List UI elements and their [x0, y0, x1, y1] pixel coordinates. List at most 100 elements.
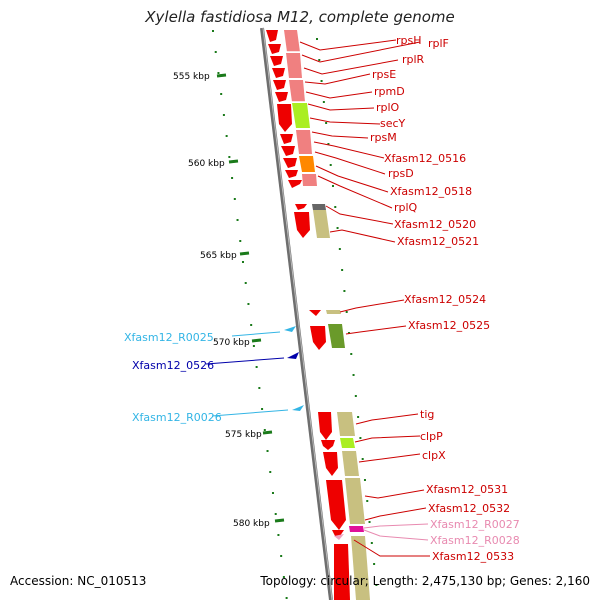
scale-label-580: 580 kbp [233, 519, 270, 529]
gene-label: rpsD [388, 167, 414, 180]
scale-dot [334, 206, 337, 208]
gene-label: Xfasm12_0532 [428, 502, 510, 515]
scale-dot [220, 93, 223, 95]
gene-arrow [280, 134, 293, 144]
scale-label-575: 575 kbp [225, 430, 262, 440]
scale-dot [316, 38, 318, 40]
scale-dot [263, 429, 266, 431]
gene-label: tig [420, 408, 434, 421]
gene-block [342, 451, 359, 476]
scale-dot [233, 198, 236, 200]
gene-arrow [272, 68, 285, 78]
map-title: Xylella fastidiosa M12, complete genome [145, 8, 455, 26]
scale-dot [343, 290, 346, 292]
scale-dot [361, 458, 364, 460]
gene-label: Xfasm12_0521 [397, 235, 479, 248]
genome-backbone [260, 27, 333, 600]
scale-dot [236, 219, 239, 221]
scale-dot [370, 542, 373, 544]
ncrna-marker [292, 405, 304, 411]
right-leaders [299, 39, 430, 557]
scale-dot [354, 395, 357, 397]
gene-label: clpX [422, 449, 446, 462]
gene-arrow [273, 80, 286, 90]
right-labels: rpsH rplF rplR rpsE rpmD rplO secY rpsM … [370, 34, 520, 563]
scale-tick [239, 251, 250, 256]
scale-tick [251, 338, 262, 343]
scale-label-565: 565 kbp [200, 251, 237, 261]
gene-arrow [326, 480, 346, 530]
scale-dot [341, 269, 344, 271]
gene-arrow [266, 30, 278, 42]
left-leader [205, 357, 285, 365]
gene-block [326, 310, 341, 314]
gene-arrow [309, 310, 321, 316]
gene-block [349, 526, 364, 532]
scale-dot [231, 177, 234, 179]
scale-dot [366, 500, 369, 502]
scale-tick [228, 159, 239, 164]
topology-summary: Topology: circular; Length: 2,475,130 bp… [260, 574, 590, 588]
scale-dot [350, 353, 353, 355]
scale-dot [336, 227, 339, 229]
scale-dot [228, 156, 231, 158]
left-leader [231, 331, 281, 337]
scale-tick [216, 73, 227, 78]
gene-arrow [332, 530, 344, 536]
gene-block [345, 478, 365, 524]
gene-arrow [294, 212, 310, 238]
scale-dot [375, 584, 378, 586]
scale-dot [241, 261, 244, 263]
gene-block [340, 438, 355, 448]
scale-label-560: 560 kbp [188, 159, 225, 169]
scale-dot [252, 345, 255, 347]
gene-label: rplF [428, 37, 449, 50]
gene-arrow [310, 326, 326, 350]
scale-dot [373, 563, 376, 565]
scale-dot [274, 513, 277, 515]
gene-block [299, 156, 315, 172]
scale-dot [285, 597, 288, 599]
left-leader [211, 409, 289, 417]
gene-arrow [318, 412, 332, 440]
gene-track-outer [284, 30, 370, 600]
scale-dots [212, 30, 378, 599]
ncrna-marker [287, 352, 299, 359]
gene-arrow [321, 440, 335, 450]
gene-label: secY [380, 117, 406, 130]
scale-dot [363, 479, 366, 481]
scale-dot [359, 437, 362, 439]
scale-dot [269, 471, 272, 473]
gene-label: Xfasm12_0526 [132, 359, 214, 372]
accession-text: Accession: NC_010513 [10, 574, 147, 588]
scale-dot [261, 408, 264, 410]
scale-dot [280, 555, 283, 557]
left-labels: Xfasm12_R0025 Xfasm12_0526 Xfasm12_R0026 [124, 331, 222, 424]
gene-label: Xfasm12_0520 [394, 218, 476, 231]
gene-arrow [268, 44, 281, 54]
scale-dot [345, 311, 348, 313]
scale-dot [255, 366, 258, 368]
scale-dot [320, 80, 323, 82]
gene-label: rplR [402, 53, 425, 66]
gene-label: clpP [420, 430, 443, 443]
gene-label: Xfasm12_R0027 [430, 518, 520, 531]
scale-dot [217, 72, 220, 74]
scale-dot [329, 164, 332, 166]
gene-block [328, 324, 345, 348]
scale-dot [282, 576, 285, 578]
gene-block [286, 53, 302, 78]
gene-label: Xfasm12_0524 [404, 293, 486, 306]
gene-block [289, 80, 305, 102]
gene-track-red [266, 30, 350, 600]
ncrna-label: Xfasm12_R0025 [124, 331, 214, 344]
scale-dot [239, 240, 242, 242]
gene-block [292, 103, 310, 128]
scale-dot [277, 534, 280, 536]
scale-dot [212, 30, 214, 32]
scale-dot [258, 387, 261, 389]
scale-dot [338, 248, 341, 250]
gene-arrow [323, 452, 338, 476]
scale-dot [214, 51, 217, 53]
